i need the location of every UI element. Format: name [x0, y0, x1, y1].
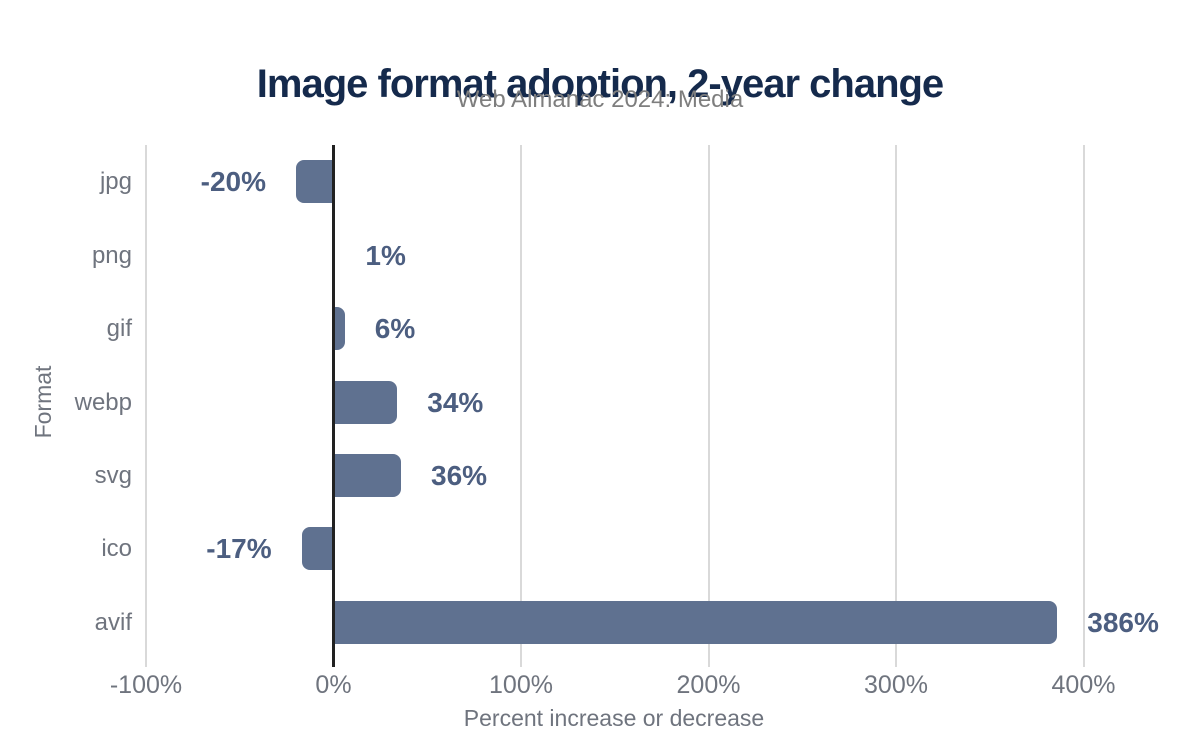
bar-ico [301, 527, 334, 571]
category-label: webp [74, 388, 132, 416]
bar-avif [333, 600, 1058, 644]
category-label: jpg [99, 168, 132, 196]
value-label: 36% [431, 459, 488, 491]
value-label: 6% [374, 313, 416, 345]
value-label: -20% [200, 166, 266, 198]
category-label: ico [101, 535, 132, 563]
category-label: svg [94, 461, 132, 489]
gridline [895, 145, 897, 667]
category-label: avif [94, 608, 132, 636]
value-label: -17% [206, 533, 272, 565]
gridline [520, 145, 522, 667]
zero-axis-line [332, 145, 335, 667]
x-tick-label: -100% [109, 671, 183, 699]
chart-title: Image format adoption, 2-year change [256, 61, 944, 106]
x-tick-label: 100% [489, 671, 553, 699]
chart-subtitle: Web Almanac 2024: Media [456, 86, 744, 113]
bar-svg [333, 453, 401, 497]
value-label: 34% [427, 386, 484, 418]
category-label: gif [106, 315, 132, 343]
gridline [707, 145, 710, 667]
gridline [145, 145, 147, 667]
x-tick-label: 200% [676, 671, 741, 699]
bar-gif [333, 307, 345, 351]
x-tick-label: 400% [1051, 671, 1116, 699]
x-tick-label: 0% [315, 671, 352, 699]
x-axis-title: Percent increase or decrease [463, 705, 765, 731]
bar-webp [333, 380, 398, 424]
x-tick-label: 300% [864, 671, 928, 699]
category-label: png [91, 241, 132, 269]
value-label: 386% [1087, 606, 1159, 638]
value-label: 1% [365, 239, 406, 271]
bar-jpg [296, 160, 334, 204]
gridline [1082, 145, 1085, 667]
